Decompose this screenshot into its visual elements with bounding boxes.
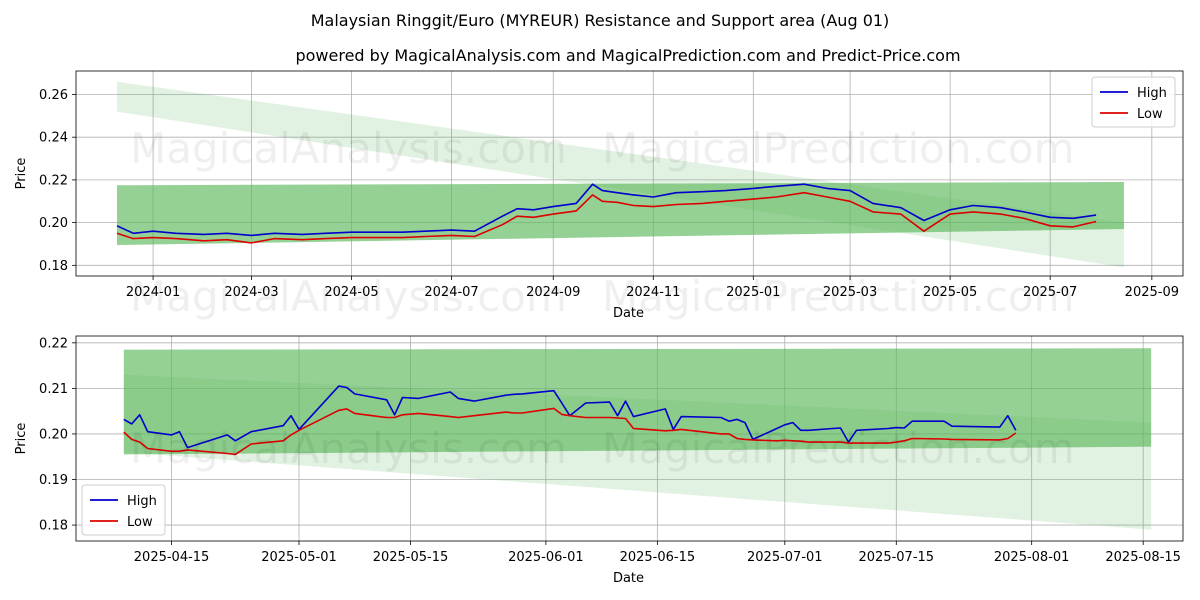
legend-box bbox=[1091, 76, 1176, 128]
support-resistance-band bbox=[117, 182, 1124, 246]
y-tick-label: 0.22 bbox=[39, 336, 68, 351]
x-tick-label: 2025-07 bbox=[1023, 285, 1077, 300]
x-tick-label: 2024-03 bbox=[224, 285, 278, 300]
x-tick-label: 2024-11 bbox=[626, 285, 680, 300]
x-tick-label: 2025-05-15 bbox=[373, 550, 449, 565]
y-tick-label: 0.22 bbox=[39, 173, 68, 188]
legend-label: Low bbox=[1137, 107, 1163, 122]
x-tick-label: 2025-03 bbox=[823, 285, 877, 300]
legend-box bbox=[81, 484, 166, 536]
legend-label: High bbox=[1137, 86, 1167, 101]
legend: High Low bbox=[81, 484, 166, 536]
y-tick-label: 0.18 bbox=[39, 519, 68, 534]
y-tick-label: 0.26 bbox=[39, 88, 68, 103]
y-tick-label: 0.21 bbox=[39, 382, 68, 397]
series-line-high bbox=[116, 183, 1097, 237]
x-tick-label: 2025-01 bbox=[726, 285, 780, 300]
series-line-low bbox=[123, 407, 1017, 456]
y-axis-label: Price bbox=[14, 158, 29, 190]
trend-band bbox=[117, 81, 1124, 268]
watermark-text: MagicalAnalysis.com bbox=[130, 424, 567, 473]
watermark-text: MagicalPrediction.com bbox=[602, 124, 1075, 173]
x-axis-label: Date bbox=[613, 306, 644, 321]
watermark-text: MagicalPrediction.com bbox=[602, 424, 1075, 473]
x-tick-label: 2025-07-01 bbox=[747, 550, 823, 565]
legend: High Low bbox=[1091, 76, 1176, 128]
series-line-low bbox=[116, 191, 1097, 244]
x-tick-label: 2024-05 bbox=[324, 285, 378, 300]
x-tick-label: 2025-06-15 bbox=[620, 550, 696, 565]
plot-frame bbox=[75, 335, 1184, 542]
watermark-text: MagicalAnalysis.com bbox=[130, 272, 567, 321]
chart-title: Malaysian Ringgit/Euro (MYREUR) Resistan… bbox=[311, 11, 890, 30]
legend-label: Low bbox=[127, 515, 153, 530]
x-tick-label: 2025-05 bbox=[923, 285, 977, 300]
bottom-panel: MagicalAnalysis.com MagicalPrediction.com… bbox=[14, 335, 1184, 586]
plot-frame bbox=[75, 70, 1184, 277]
x-tick-label: 2025-04-15 bbox=[134, 550, 210, 565]
top-panel: MagicalAnalysis.com MagicalPrediction.com… bbox=[14, 70, 1184, 321]
x-tick-label: 2025-09 bbox=[1125, 285, 1179, 300]
x-tick-label: 2025-05-01 bbox=[261, 550, 337, 565]
x-tick-label: 2025-08-15 bbox=[1105, 550, 1181, 565]
x-tick-label: 2025-07-15 bbox=[859, 550, 935, 565]
x-tick-label: 2024-07 bbox=[424, 285, 478, 300]
x-tick-label: 2024-01 bbox=[126, 285, 180, 300]
trend-band bbox=[123, 374, 1152, 530]
y-tick-label: 0.18 bbox=[39, 259, 68, 274]
legend-label: High bbox=[127, 494, 157, 509]
x-tick-label: 2025-08-01 bbox=[994, 550, 1070, 565]
x-axis-label: Date bbox=[613, 571, 644, 586]
watermark-text: MagicalPrediction.com bbox=[602, 272, 1075, 321]
watermark-text: MagicalAnalysis.com bbox=[130, 124, 567, 173]
y-tick-label: 0.24 bbox=[39, 131, 68, 146]
chart-subtitle: powered by MagicalAnalysis.com and Magic… bbox=[295, 46, 960, 65]
series-line-high bbox=[123, 385, 1017, 449]
x-tick-label: 2025-06-01 bbox=[508, 550, 584, 565]
y-tick-label: 0.20 bbox=[39, 427, 68, 442]
y-axis-label: Price bbox=[14, 423, 29, 455]
y-tick-label: 0.20 bbox=[39, 216, 68, 231]
y-tick-label: 0.19 bbox=[39, 473, 68, 488]
x-tick-label: 2024-09 bbox=[526, 285, 580, 300]
